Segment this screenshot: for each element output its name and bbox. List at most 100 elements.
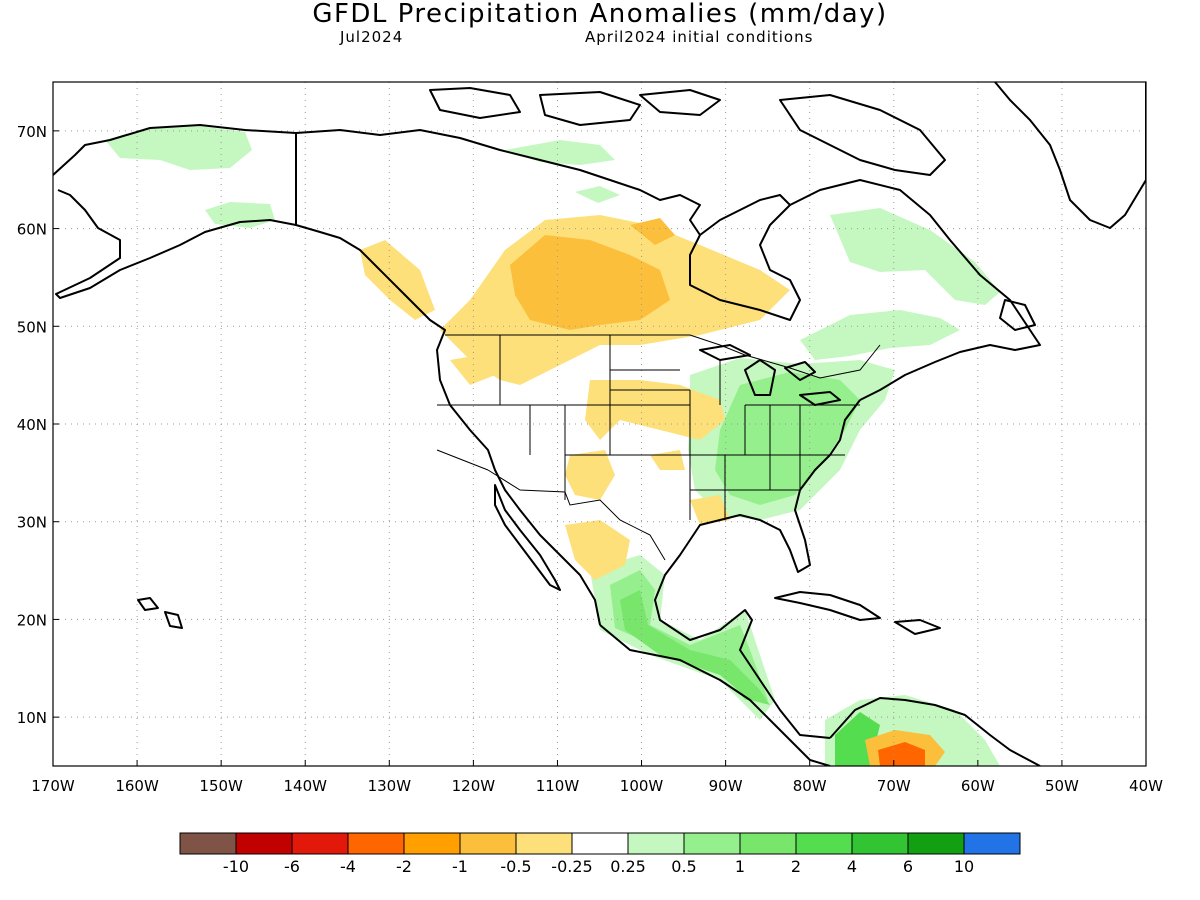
lon-label: 150W xyxy=(199,777,243,795)
baffin-island xyxy=(779,94,946,176)
lat-label: 20N xyxy=(17,611,47,629)
colorbar-swatch xyxy=(963,832,1021,855)
central-america-pacific xyxy=(599,624,831,766)
cuba xyxy=(774,591,881,621)
south-america-coast xyxy=(829,697,1041,766)
coastlines xyxy=(53,82,1146,766)
colorbar-tick-label: -10 xyxy=(223,857,249,876)
anomaly-shading xyxy=(105,126,1000,766)
colorbar-tick-labels: -10 -6 -4 -2 -1 -0.5 -0.25 0.25 0.5 1 2 4 6 10 xyxy=(223,857,974,876)
anomaly-southwest-dry xyxy=(565,450,615,500)
us-mexico-border xyxy=(487,469,666,561)
alaska-coast xyxy=(53,124,297,299)
lat-label: 40N xyxy=(17,416,47,434)
lat-label: 50N xyxy=(17,318,47,336)
colorbar-swatch xyxy=(571,832,629,855)
hudson-bay xyxy=(689,194,801,321)
anomaly-alaska-north-wet xyxy=(105,126,252,170)
colorbar-swatch xyxy=(627,832,685,855)
colorbar-swatch xyxy=(515,832,573,855)
anomaly-pacific-nw-dry xyxy=(450,355,495,385)
lon-label: 100W xyxy=(620,777,664,795)
hawaii xyxy=(137,597,183,629)
political-borders xyxy=(436,334,881,561)
east-us-coast xyxy=(654,399,861,739)
lon-label: 110W xyxy=(536,777,580,795)
lon-label: 160W xyxy=(115,777,159,795)
anomaly-ontario-wet xyxy=(800,310,960,360)
labrador-coast xyxy=(789,179,1041,401)
colorbar-swatch xyxy=(683,832,741,855)
arctic-island-3 xyxy=(639,89,721,116)
lat-label: 30N xyxy=(17,514,47,532)
lon-label: 170W xyxy=(31,777,75,795)
anomaly-northwest-mexico-dry xyxy=(565,520,630,580)
latitude-labels: 70N 60N 50N 40N 30N 20N 10N xyxy=(17,123,59,727)
colorbar-tick-label: -0.25 xyxy=(551,857,592,876)
anomaly-hudson-north-wet xyxy=(575,186,620,203)
colorbar-tick-label: -4 xyxy=(340,857,356,876)
us-canada-border xyxy=(445,334,881,379)
state-lines-east xyxy=(690,360,860,520)
colorbar-swatch xyxy=(907,832,965,855)
lat-label: 10N xyxy=(17,709,47,727)
arctic-island-2 xyxy=(539,91,641,126)
initial-conditions: April2024 initial conditions xyxy=(585,28,814,46)
colorbar-swatch xyxy=(795,832,853,855)
anomaly-arctic-islands-wet xyxy=(505,140,615,165)
lon-label: 70W xyxy=(877,777,911,795)
colorbar-swatch xyxy=(347,832,405,855)
lon-label: 90W xyxy=(709,777,743,795)
colorbar-swatch xyxy=(179,832,237,855)
anomaly-bc-coast-dry xyxy=(360,240,435,320)
colorbar-swatch xyxy=(291,832,349,855)
mexico-west-coast xyxy=(295,224,601,626)
colorbar-tick-label: 6 xyxy=(903,857,913,876)
greenland-coast xyxy=(994,82,1146,229)
great-lakes xyxy=(699,344,841,406)
longitude-labels: 170W 160W 150W 140W 130W 120W 110W 100W 90W 80W 70… xyxy=(31,760,1163,795)
colorbar xyxy=(179,832,1021,855)
lon-label: 120W xyxy=(452,777,496,795)
anomaly-gulf-dry xyxy=(690,495,730,525)
colorbar-swatch xyxy=(403,832,461,855)
anomaly-alaska-south-wet xyxy=(205,202,275,228)
colorbar-tick-label: -1 xyxy=(452,857,468,876)
colorbar-tick-label: 0.25 xyxy=(610,857,646,876)
colorbar-tick-label: 10 xyxy=(954,857,974,876)
colorbar-tick-label: -0.5 xyxy=(500,857,531,876)
lon-label: 60W xyxy=(961,777,995,795)
newfoundland xyxy=(999,299,1036,331)
colorbar-tick-label: -2 xyxy=(396,857,412,876)
lon-label: 40W xyxy=(1129,777,1163,795)
hispaniola xyxy=(894,619,941,635)
baja-california xyxy=(494,484,561,591)
forecast-month: Jul2024 xyxy=(340,28,404,46)
lon-label: 140W xyxy=(283,777,327,795)
colorbar-swatch xyxy=(459,832,517,855)
colorbar-tick-label: -6 xyxy=(284,857,300,876)
anomaly-venezuela-dry-core xyxy=(878,742,925,766)
anomaly-texas-dry xyxy=(650,450,685,470)
arctic-island-1 xyxy=(429,87,521,119)
lon-label: 50W xyxy=(1045,777,1079,795)
colorbar-swatch xyxy=(739,832,797,855)
anomaly-central-america-wet xyxy=(620,590,770,705)
anomaly-quebec-wet xyxy=(830,208,1000,305)
canada-arctic-coast xyxy=(295,129,701,236)
graticule xyxy=(53,82,1146,766)
lon-label: 130W xyxy=(368,777,412,795)
lat-label: 60N xyxy=(17,221,47,239)
colorbar-tick-label: 0.5 xyxy=(671,857,696,876)
lon-label: 80W xyxy=(793,777,827,795)
colorbar-swatch xyxy=(235,832,293,855)
colorbar-tick-label: 1 xyxy=(735,857,745,876)
lat-label: 70N xyxy=(17,123,47,141)
colorbar-tick-label: 2 xyxy=(791,857,801,876)
anomaly-prairies-dry-core xyxy=(510,235,670,330)
map-title: GFDL Precipitation Anomalies (mm/day) xyxy=(312,0,888,29)
colorbar-swatch xyxy=(851,832,909,855)
anomaly-hudson-west-dry xyxy=(630,218,675,245)
colorbar-tick-label: 4 xyxy=(847,857,857,876)
